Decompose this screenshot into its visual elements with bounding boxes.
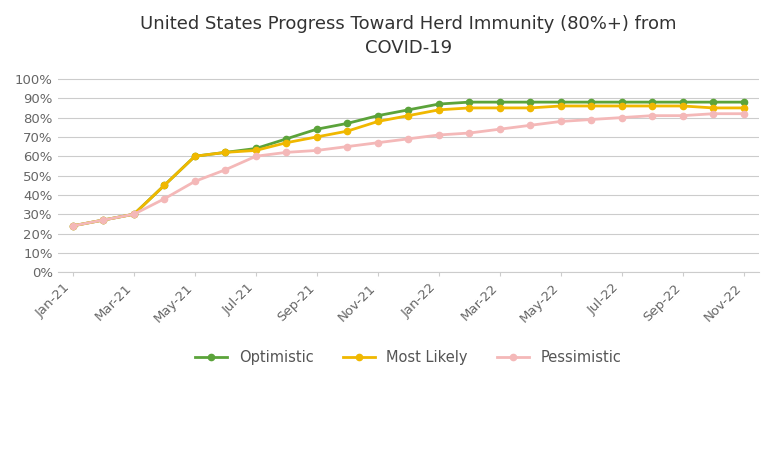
Pessimistic [373, 140, 382, 145]
Pessimistic [739, 111, 748, 117]
Pessimistic [709, 111, 718, 117]
Most Likely [343, 128, 352, 134]
Most Likely [282, 140, 291, 145]
Most Likely [190, 153, 200, 159]
Optimistic [373, 113, 382, 119]
Optimistic [252, 146, 261, 151]
Pessimistic [343, 144, 352, 150]
Pessimistic [190, 179, 200, 184]
Most Likely [648, 103, 657, 109]
Most Likely [495, 105, 505, 111]
Pessimistic [587, 117, 596, 122]
Optimistic [526, 100, 535, 105]
Most Likely [99, 217, 108, 223]
Most Likely [252, 148, 261, 153]
Optimistic [129, 212, 139, 217]
Optimistic [343, 120, 352, 126]
Pessimistic [312, 148, 321, 153]
Most Likely [557, 103, 566, 109]
Most Likely [129, 212, 139, 217]
Most Likely [434, 107, 444, 113]
Title: United States Progress Toward Herd Immunity (80%+) from
COVID-19: United States Progress Toward Herd Immun… [140, 15, 676, 56]
Optimistic [617, 100, 626, 105]
Optimistic [464, 100, 474, 105]
Most Likely [617, 103, 626, 109]
Most Likely [587, 103, 596, 109]
Pessimistic [282, 150, 291, 155]
Line: Most Likely: Most Likely [70, 103, 747, 229]
Optimistic [434, 101, 444, 107]
Optimistic [709, 100, 718, 105]
Optimistic [557, 100, 566, 105]
Most Likely [678, 103, 687, 109]
Pessimistic [129, 212, 139, 217]
Most Likely [739, 105, 748, 111]
Most Likely [464, 105, 474, 111]
Most Likely [312, 134, 321, 140]
Most Likely [221, 150, 230, 155]
Pessimistic [678, 113, 687, 119]
Optimistic [312, 126, 321, 132]
Optimistic [68, 223, 77, 229]
Optimistic [495, 100, 505, 105]
Optimistic [739, 100, 748, 105]
Optimistic [587, 100, 596, 105]
Most Likely [709, 105, 718, 111]
Pessimistic [464, 130, 474, 136]
Pessimistic [68, 223, 77, 229]
Pessimistic [99, 217, 108, 223]
Optimistic [159, 182, 169, 188]
Pessimistic [617, 115, 626, 120]
Pessimistic [159, 196, 169, 201]
Pessimistic [557, 119, 566, 124]
Optimistic [648, 100, 657, 105]
Optimistic [282, 136, 291, 142]
Pessimistic [648, 113, 657, 119]
Optimistic [190, 153, 200, 159]
Pessimistic [526, 123, 535, 128]
Optimistic [678, 100, 687, 105]
Line: Optimistic: Optimistic [70, 99, 747, 229]
Optimistic [404, 107, 413, 113]
Pessimistic [221, 167, 230, 173]
Most Likely [404, 113, 413, 119]
Most Likely [526, 105, 535, 111]
Optimistic [99, 217, 108, 223]
Line: Pessimistic: Pessimistic [70, 111, 747, 229]
Legend: Optimistic, Most Likely, Pessimistic: Optimistic, Most Likely, Pessimistic [189, 344, 628, 371]
Pessimistic [495, 126, 505, 132]
Pessimistic [404, 136, 413, 142]
Most Likely [373, 119, 382, 124]
Optimistic [221, 150, 230, 155]
Most Likely [159, 182, 169, 188]
Pessimistic [434, 132, 444, 138]
Pessimistic [252, 153, 261, 159]
Most Likely [68, 223, 77, 229]
